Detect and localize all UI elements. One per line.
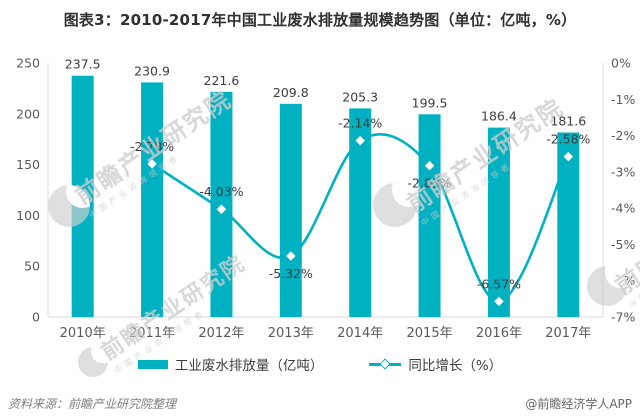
line-value-label: -4.03% (199, 184, 243, 199)
right-axis-tick-label: 0% (611, 56, 631, 71)
left-axis-tick-label: 150 (16, 157, 40, 172)
legend-label-bar-series: 工业废水排放量（亿吨） (174, 358, 324, 374)
x-axis-category-label: 2010年 (60, 326, 106, 341)
bar-value-label: 199.5 (412, 95, 448, 110)
line-marker-2016年 (491, 294, 507, 309)
x-axis-category-label: 2013年 (268, 326, 314, 341)
line-marker-2013年 (283, 248, 299, 264)
left-axis-tick-label: 50 (24, 259, 40, 274)
left-axis-tick-label: 200 (16, 106, 40, 121)
bar-value-label: 205.3 (342, 89, 378, 104)
credit-note: @前瞻经济学人APP (525, 397, 632, 411)
right-axis-tick-label: -3% (611, 164, 635, 179)
left-axis-tick-label: 100 (16, 208, 40, 223)
x-axis-category-label: 2014年 (337, 326, 383, 341)
bar-value-label: 230.9 (134, 63, 170, 78)
right-axis-tick-label: -2% (611, 128, 635, 143)
line-marker-2014年 (352, 133, 368, 148)
line-marker-2012年 (214, 201, 229, 217)
right-axis-tick-label: -1% (611, 92, 635, 107)
x-axis-category-label: 2015年 (407, 326, 453, 341)
bar-series-swatch (137, 359, 168, 369)
line-series-swatch (369, 358, 402, 370)
line-marker-2011年 (144, 156, 160, 172)
chart-legend: 工业废水排放量（亿吨） 同比增长（%） (0, 353, 640, 375)
bar-value-label: 237.5 (65, 57, 101, 72)
right-axis-tick-label: -7% (611, 310, 635, 325)
bar-value-label: 209.8 (273, 85, 309, 100)
bar-2013年 (279, 103, 302, 317)
diamond-marker-icon (379, 358, 391, 370)
line-value-label: -5.32% (269, 266, 313, 281)
line-marker-2017年 (561, 149, 576, 164)
bar-2014年 (349, 108, 372, 318)
line-value-label: -6.57% (477, 276, 521, 291)
bar-2010年 (71, 75, 94, 317)
line-value-label: -2.14% (338, 116, 382, 131)
x-axis-category-label: 2017年 (545, 326, 591, 341)
bar-2016年 (487, 127, 510, 317)
line-value-label: -2.78% (130, 139, 174, 154)
line-marker-2015年 (422, 158, 437, 173)
line-value-label: -2.83% (407, 176, 451, 191)
legend-item-line-series: 同比增长（%） (369, 354, 502, 374)
legend-label-line-series: 同比增长（%） (408, 358, 503, 374)
source-note: 资料来源：前瞻产业研究院整理 (8, 397, 177, 411)
bar-value-label: 221.6 (204, 73, 240, 88)
left-axis-tick-label: 250 (16, 56, 40, 71)
line-value-label: -2.58% (546, 132, 590, 147)
chart-footer: 资料来源：前瞻产业研究院整理 @前瞻经济学人APP (8, 395, 632, 412)
bar-value-label: 181.6 (550, 113, 586, 128)
chart-title: 图表3：2010-2017年中国工业废水排放量规模趋势图（单位：亿吨，%） (63, 11, 577, 29)
right-axis-tick-label: -4% (611, 201, 635, 216)
x-axis-category-label: 2012年 (198, 326, 244, 341)
right-axis-tick-label: -6% (611, 273, 635, 288)
chart-canvas: 0 50 100 150 200 250 0% -1% -2% -3% -4% -5% -6% -7% 20… (16, 56, 635, 342)
x-axis-category-label: 2011年 (129, 326, 175, 341)
left-axis-tick-label: 0 (32, 310, 40, 325)
bar-2017年 (557, 132, 580, 317)
legend-item-bar-series: 工业废水排放量（亿吨） (137, 354, 324, 374)
bar-2011年 (141, 82, 164, 317)
bar-value-label: 186.4 (481, 109, 517, 124)
right-axis-tick-label: -5% (611, 237, 635, 252)
bar-2015年 (418, 114, 441, 317)
x-axis-category-label: 2016年 (476, 326, 522, 341)
